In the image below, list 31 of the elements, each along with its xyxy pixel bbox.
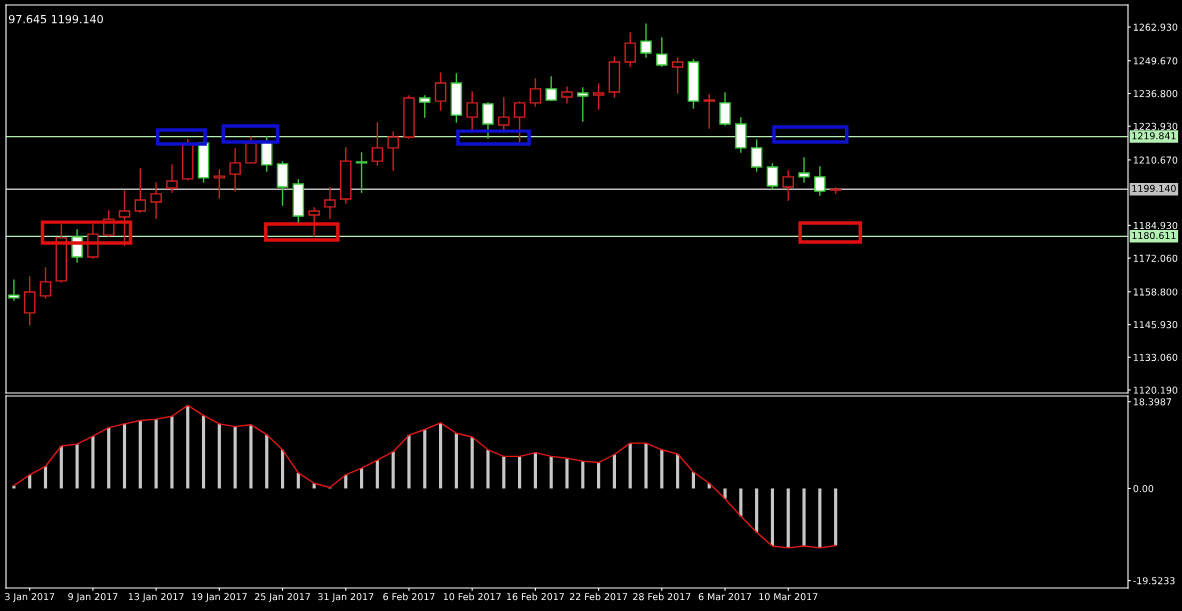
x-tick-label: 22 Feb 2017 bbox=[569, 592, 628, 601]
ref-line-label: 1180.611 bbox=[1132, 231, 1176, 240]
y-tick-label: 1158.800 bbox=[1133, 288, 1178, 296]
ref-line-label: 1199.140 bbox=[1132, 184, 1176, 192]
x-tick-label: 31 Jan 2017 bbox=[318, 593, 374, 602]
x-tick-label: 19 Jan 2017 bbox=[192, 593, 247, 602]
y-tick-label: 1223.930 bbox=[1133, 122, 1178, 130]
y-tick-label: 1145.930 bbox=[1133, 321, 1178, 329]
y-tick-label: 18.3987 bbox=[1133, 398, 1172, 406]
y-tick-label: 1236.800 bbox=[1133, 90, 1178, 98]
y-tick-label: 1262.930 bbox=[1133, 23, 1178, 31]
y-tick-label: -19.5233 bbox=[1133, 577, 1175, 585]
y-tick-label: 1172.060 bbox=[1133, 254, 1178, 262]
x-tick-label: 13 Jan 2017 bbox=[128, 593, 184, 602]
x-tick-label: 6 Feb 2017 bbox=[383, 592, 435, 601]
x-tick-label: 28 Feb 2017 bbox=[633, 592, 691, 601]
x-tick-label: 25 Jan 2017 bbox=[254, 593, 311, 602]
y-tick-label: 1210.670 bbox=[1133, 156, 1178, 164]
y-tick-label: 1249.670 bbox=[1133, 57, 1178, 65]
y-tick-label: 1120.190 bbox=[1133, 386, 1178, 394]
x-tick-label: 3 Jan 2017 bbox=[5, 593, 55, 602]
x-tick-label: 6 Mar 2017 bbox=[698, 593, 752, 601]
y-tick-label: 1184.930 bbox=[1133, 221, 1178, 230]
ref-line-label: 1219.841 bbox=[1132, 132, 1176, 140]
annotation: 97.645 1199.140 bbox=[8, 14, 103, 24]
x-tick-label: 10 Mar 2017 bbox=[759, 593, 818, 601]
y-tick-label: 1133.060 bbox=[1133, 353, 1178, 361]
x-tick-label: 10 Feb 2017 bbox=[443, 592, 501, 601]
x-tick-label: 16 Feb 2017 bbox=[507, 592, 564, 601]
y-tick-label: 0.00 bbox=[1133, 485, 1154, 493]
x-tick-label: 9 Jan 2017 bbox=[68, 593, 118, 602]
